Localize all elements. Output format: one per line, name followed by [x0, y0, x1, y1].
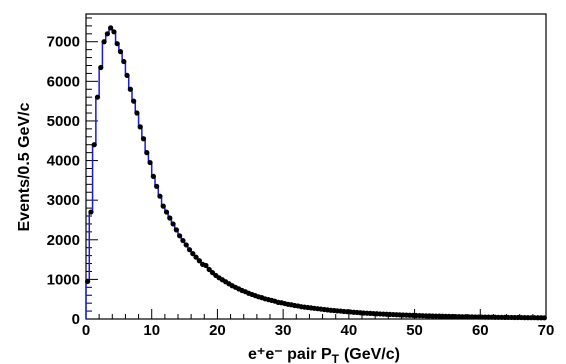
plot-frame [85, 13, 547, 320]
data-point [137, 124, 143, 130]
data-point [91, 142, 97, 148]
data-point [111, 29, 117, 35]
tick-labels: 0 10 20 30 40 50 60 70 0 1000 2000 3000 4000 5000 6000… [47, 34, 555, 339]
y-tick-label: 7000 [47, 34, 80, 51]
x-axis-label-unit: (GeV/c) [344, 346, 400, 363]
data-point [131, 98, 137, 104]
data-point [114, 41, 120, 47]
y-tick-label: 3000 [47, 192, 80, 209]
data-point [154, 183, 160, 189]
x-tick-label: 60 [472, 322, 489, 339]
data-point [157, 193, 163, 199]
data-point [203, 262, 209, 269]
data-point [85, 278, 91, 284]
data-point [127, 86, 133, 92]
data-point [147, 159, 153, 166]
x-tick-label: 10 [143, 322, 160, 339]
x-tick-label: 30 [275, 322, 292, 339]
y-tick-label: 2000 [47, 232, 80, 249]
data-point [167, 215, 173, 221]
data-point [124, 72, 130, 78]
data-point [190, 251, 196, 257]
data-point [150, 173, 156, 180]
data-point [160, 203, 166, 209]
x-axis-label-subscript: T [332, 352, 340, 364]
data-point [196, 258, 202, 264]
data-point [193, 254, 199, 260]
data-point [104, 31, 110, 37]
data-point [144, 150, 150, 156]
data-point [94, 94, 101, 100]
data-point [140, 136, 147, 142]
x-tick-label: 50 [406, 322, 423, 339]
data-point [183, 242, 189, 248]
y-tick-label: 6000 [47, 73, 80, 90]
data-point [134, 110, 140, 116]
data-point [121, 58, 127, 65]
x-tick-label: 70 [538, 322, 555, 339]
data-point [98, 64, 104, 71]
data-markers [85, 25, 547, 321]
data-point [163, 209, 170, 215]
y-tick-label: 1000 [47, 271, 80, 288]
data-point [170, 221, 176, 227]
x-axis-label-main: e⁺e⁻ pair P [248, 346, 332, 363]
data-point [177, 233, 183, 239]
x-tick-label: 40 [341, 322, 358, 339]
y-axis-label: Events/0.5 GeV/c [16, 102, 33, 231]
x-tick-label: 0 [82, 322, 90, 339]
y-tick-label: 0 [72, 311, 80, 328]
data-point [186, 247, 193, 253]
y-tick-label: 5000 [47, 113, 80, 130]
data-point [101, 39, 107, 45]
data-point [117, 49, 124, 55]
data-point [173, 227, 179, 233]
data-point [206, 266, 212, 273]
axis-ticks [85, 17, 547, 320]
data-point [88, 209, 94, 215]
y-tick-label: 4000 [47, 153, 80, 170]
data-point [180, 237, 186, 244]
data-point [108, 25, 114, 31]
data-point [541, 315, 547, 321]
x-axis-label: e⁺e⁻ pair PT (GeV/c) [248, 346, 400, 364]
x-tick-label: 20 [209, 322, 226, 339]
histogram-line [85, 27, 546, 319]
